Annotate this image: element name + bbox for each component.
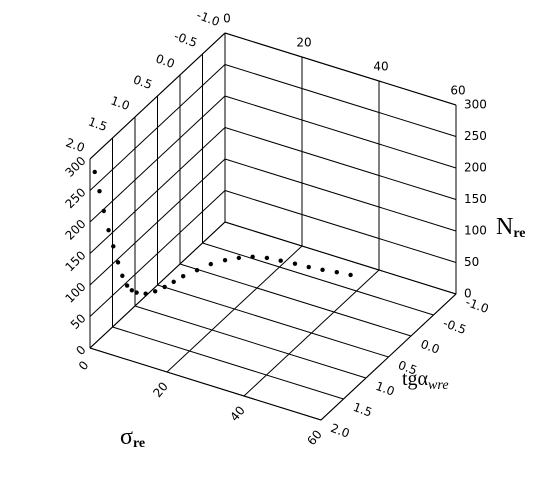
grid-line <box>179 263 412 337</box>
z-tick-label: 50 <box>68 311 89 332</box>
y-tick-label: 0.5 <box>396 358 419 378</box>
z-tick-label: 100 <box>62 280 88 306</box>
x-tick-label: 20 <box>296 36 311 50</box>
y-tick-label: 1.0 <box>109 93 132 113</box>
z-tick-label: 50 <box>464 255 479 269</box>
z-tick-label: 250 <box>62 185 88 211</box>
data-point <box>111 244 116 249</box>
y-axis-title: tgαwre <box>402 368 449 394</box>
x-tick-label: 60 <box>304 427 325 448</box>
data-point <box>143 291 148 296</box>
z-axis-title: Nre <box>496 214 526 242</box>
y-tick-label: -0.5 <box>172 29 199 50</box>
data-point <box>162 284 167 290</box>
y-tick-label: -1.0 <box>195 8 222 29</box>
grid-line <box>89 158 226 286</box>
x-tick-label: 0 <box>76 358 92 373</box>
x-tick-label: 40 <box>373 60 388 74</box>
data-point <box>222 257 228 263</box>
z-tick-label: 150 <box>464 192 487 206</box>
z-tick-label: 150 <box>62 248 88 274</box>
box-edge <box>89 347 322 421</box>
z-tick-label: 0 <box>73 343 88 358</box>
y-tick-label: 2.0 <box>64 135 87 155</box>
box-edge <box>89 32 226 160</box>
y-tick-label: -0.5 <box>441 316 468 337</box>
grid-line <box>224 127 457 200</box>
data-point <box>129 288 135 293</box>
z-tick-label: 0 <box>464 287 472 301</box>
z-tick-label: 100 <box>464 224 487 238</box>
grid-line <box>89 64 226 191</box>
x-tick-label: 0 <box>223 12 231 26</box>
data-point <box>101 208 107 214</box>
grid-line <box>89 190 226 317</box>
grid-line <box>224 64 457 137</box>
z-tick-label: 300 <box>464 98 487 112</box>
data-point <box>236 255 242 261</box>
data-point <box>250 254 255 260</box>
data-point <box>306 264 311 270</box>
grid-line <box>157 284 389 358</box>
data-point <box>194 267 200 273</box>
x-tick-label: 60 <box>450 84 465 98</box>
z-tick-label: 250 <box>464 129 487 143</box>
data-point <box>124 283 130 288</box>
z-tick-label: 300 <box>62 154 88 180</box>
data-point <box>92 169 97 175</box>
y-tick-label: 1.5 <box>351 400 374 420</box>
grid-line <box>224 95 457 169</box>
y-tick-label: 0.0 <box>419 337 442 357</box>
y-tick-label: 0.0 <box>154 51 177 71</box>
grid-line <box>224 158 457 232</box>
y-tick-label: 1.0 <box>374 379 397 399</box>
x-tick-label: 40 <box>227 403 248 424</box>
grid-line <box>224 190 457 263</box>
data-point <box>278 258 283 263</box>
y-tick-label: 2.0 <box>329 421 352 441</box>
data-point <box>115 260 121 265</box>
grid-line <box>89 127 226 254</box>
grid-line <box>89 95 226 223</box>
grid-line <box>112 326 344 400</box>
data-point <box>181 274 186 279</box>
y-tick-label: 1.5 <box>86 114 109 134</box>
data-point <box>152 289 158 294</box>
data-point <box>208 261 213 267</box>
data-point <box>348 272 353 278</box>
data-point <box>134 290 139 295</box>
grid-line <box>224 221 457 295</box>
data-point <box>334 269 339 275</box>
x-tick-label: 20 <box>150 379 171 400</box>
x-axis-title: σre <box>120 424 145 452</box>
data-point <box>97 189 102 194</box>
y-tick-label: 0.5 <box>131 72 154 92</box>
data-point <box>320 267 325 273</box>
grid-line <box>202 242 434 316</box>
data-point <box>106 227 111 233</box>
data-point <box>292 261 298 266</box>
grid-line <box>134 305 367 379</box>
data-point <box>264 255 270 261</box>
z-tick-label: 200 <box>464 161 487 175</box>
box-edge <box>224 32 457 106</box>
grid-line <box>89 221 226 349</box>
box-edge <box>320 293 457 421</box>
data-point <box>171 279 176 285</box>
z-tick-label: 200 <box>62 217 88 243</box>
data-point <box>120 273 125 278</box>
